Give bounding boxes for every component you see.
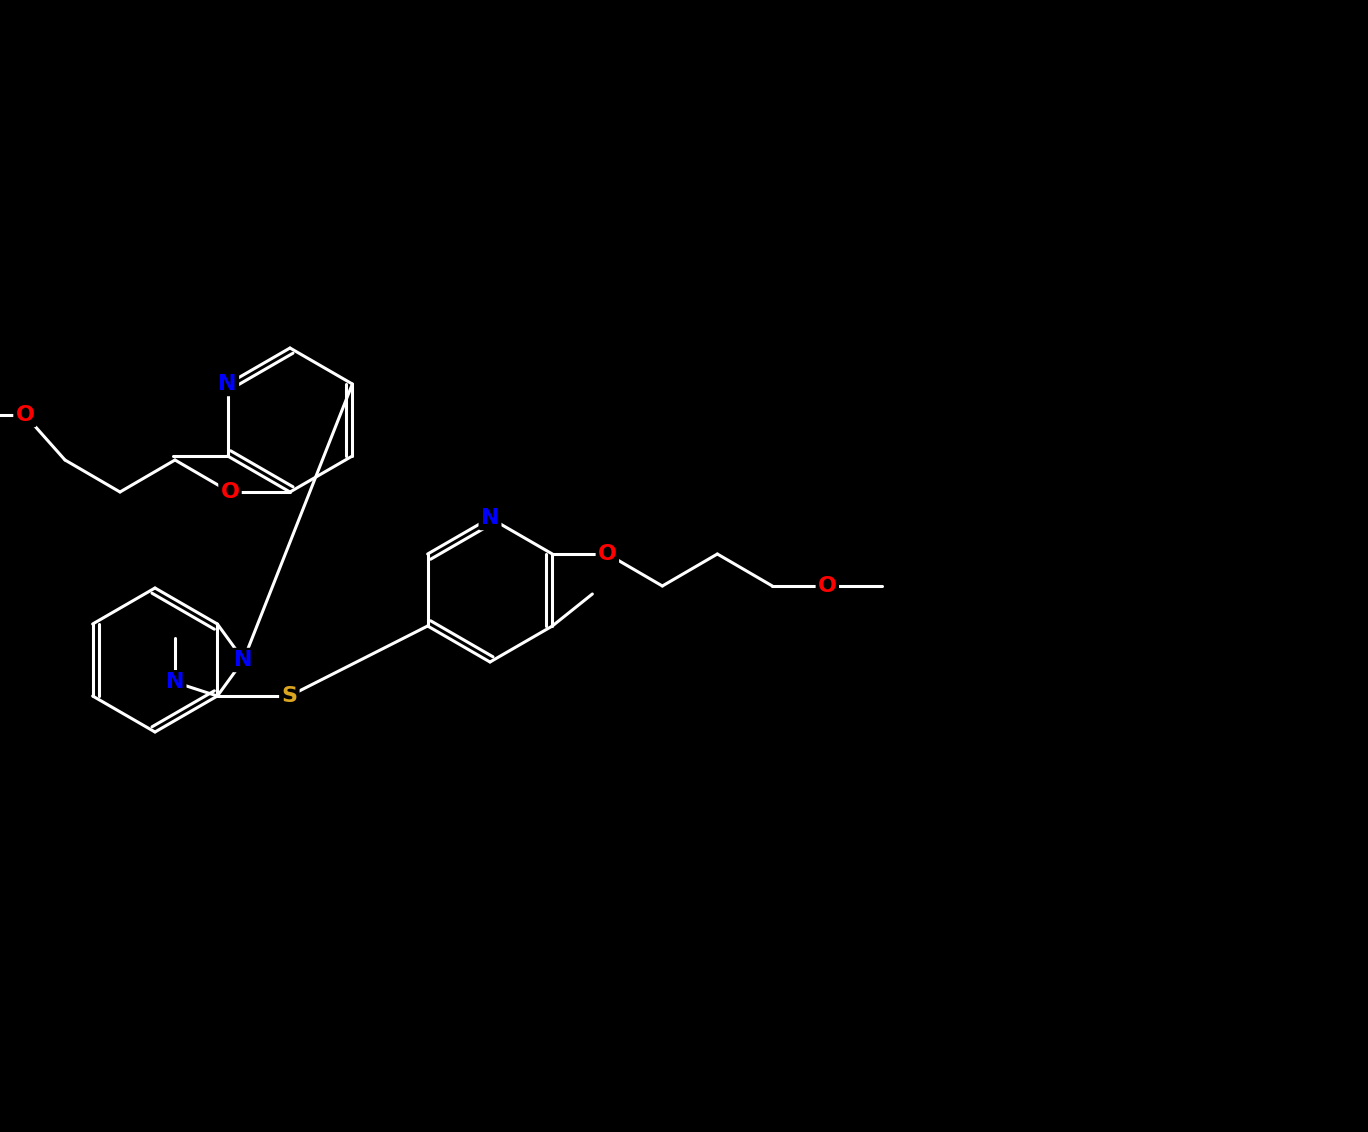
Text: O: O	[220, 482, 239, 501]
Text: N: N	[234, 650, 253, 670]
Text: N: N	[166, 672, 185, 693]
Text: N: N	[219, 374, 237, 394]
Text: O: O	[598, 544, 617, 564]
Text: S: S	[282, 686, 297, 706]
Text: N: N	[480, 508, 499, 528]
Text: O: O	[15, 405, 34, 424]
Text: O: O	[818, 576, 837, 597]
